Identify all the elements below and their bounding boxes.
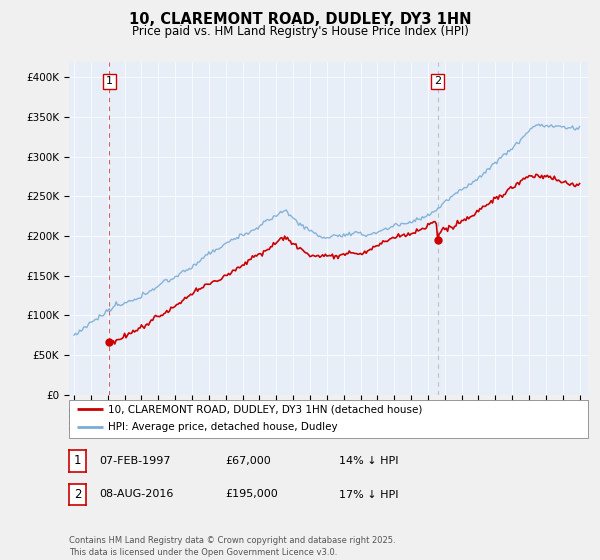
- FancyBboxPatch shape: [69, 400, 588, 438]
- Text: 1: 1: [106, 76, 113, 86]
- Text: 2: 2: [434, 76, 441, 86]
- Text: £195,000: £195,000: [225, 489, 278, 500]
- Text: £67,000: £67,000: [225, 456, 271, 466]
- Text: 2: 2: [74, 488, 81, 501]
- Text: 08-AUG-2016: 08-AUG-2016: [99, 489, 173, 500]
- Text: 10, CLAREMONT ROAD, DUDLEY, DY3 1HN: 10, CLAREMONT ROAD, DUDLEY, DY3 1HN: [129, 12, 471, 27]
- Text: 1: 1: [74, 454, 81, 468]
- Text: Contains HM Land Registry data © Crown copyright and database right 2025.
This d: Contains HM Land Registry data © Crown c…: [69, 536, 395, 557]
- Text: HPI: Average price, detached house, Dudley: HPI: Average price, detached house, Dudl…: [108, 422, 338, 432]
- Text: 17% ↓ HPI: 17% ↓ HPI: [339, 489, 398, 500]
- Text: 07-FEB-1997: 07-FEB-1997: [99, 456, 170, 466]
- Text: Price paid vs. HM Land Registry's House Price Index (HPI): Price paid vs. HM Land Registry's House …: [131, 25, 469, 38]
- Text: 10, CLAREMONT ROAD, DUDLEY, DY3 1HN (detached house): 10, CLAREMONT ROAD, DUDLEY, DY3 1HN (det…: [108, 404, 422, 414]
- Text: 14% ↓ HPI: 14% ↓ HPI: [339, 456, 398, 466]
